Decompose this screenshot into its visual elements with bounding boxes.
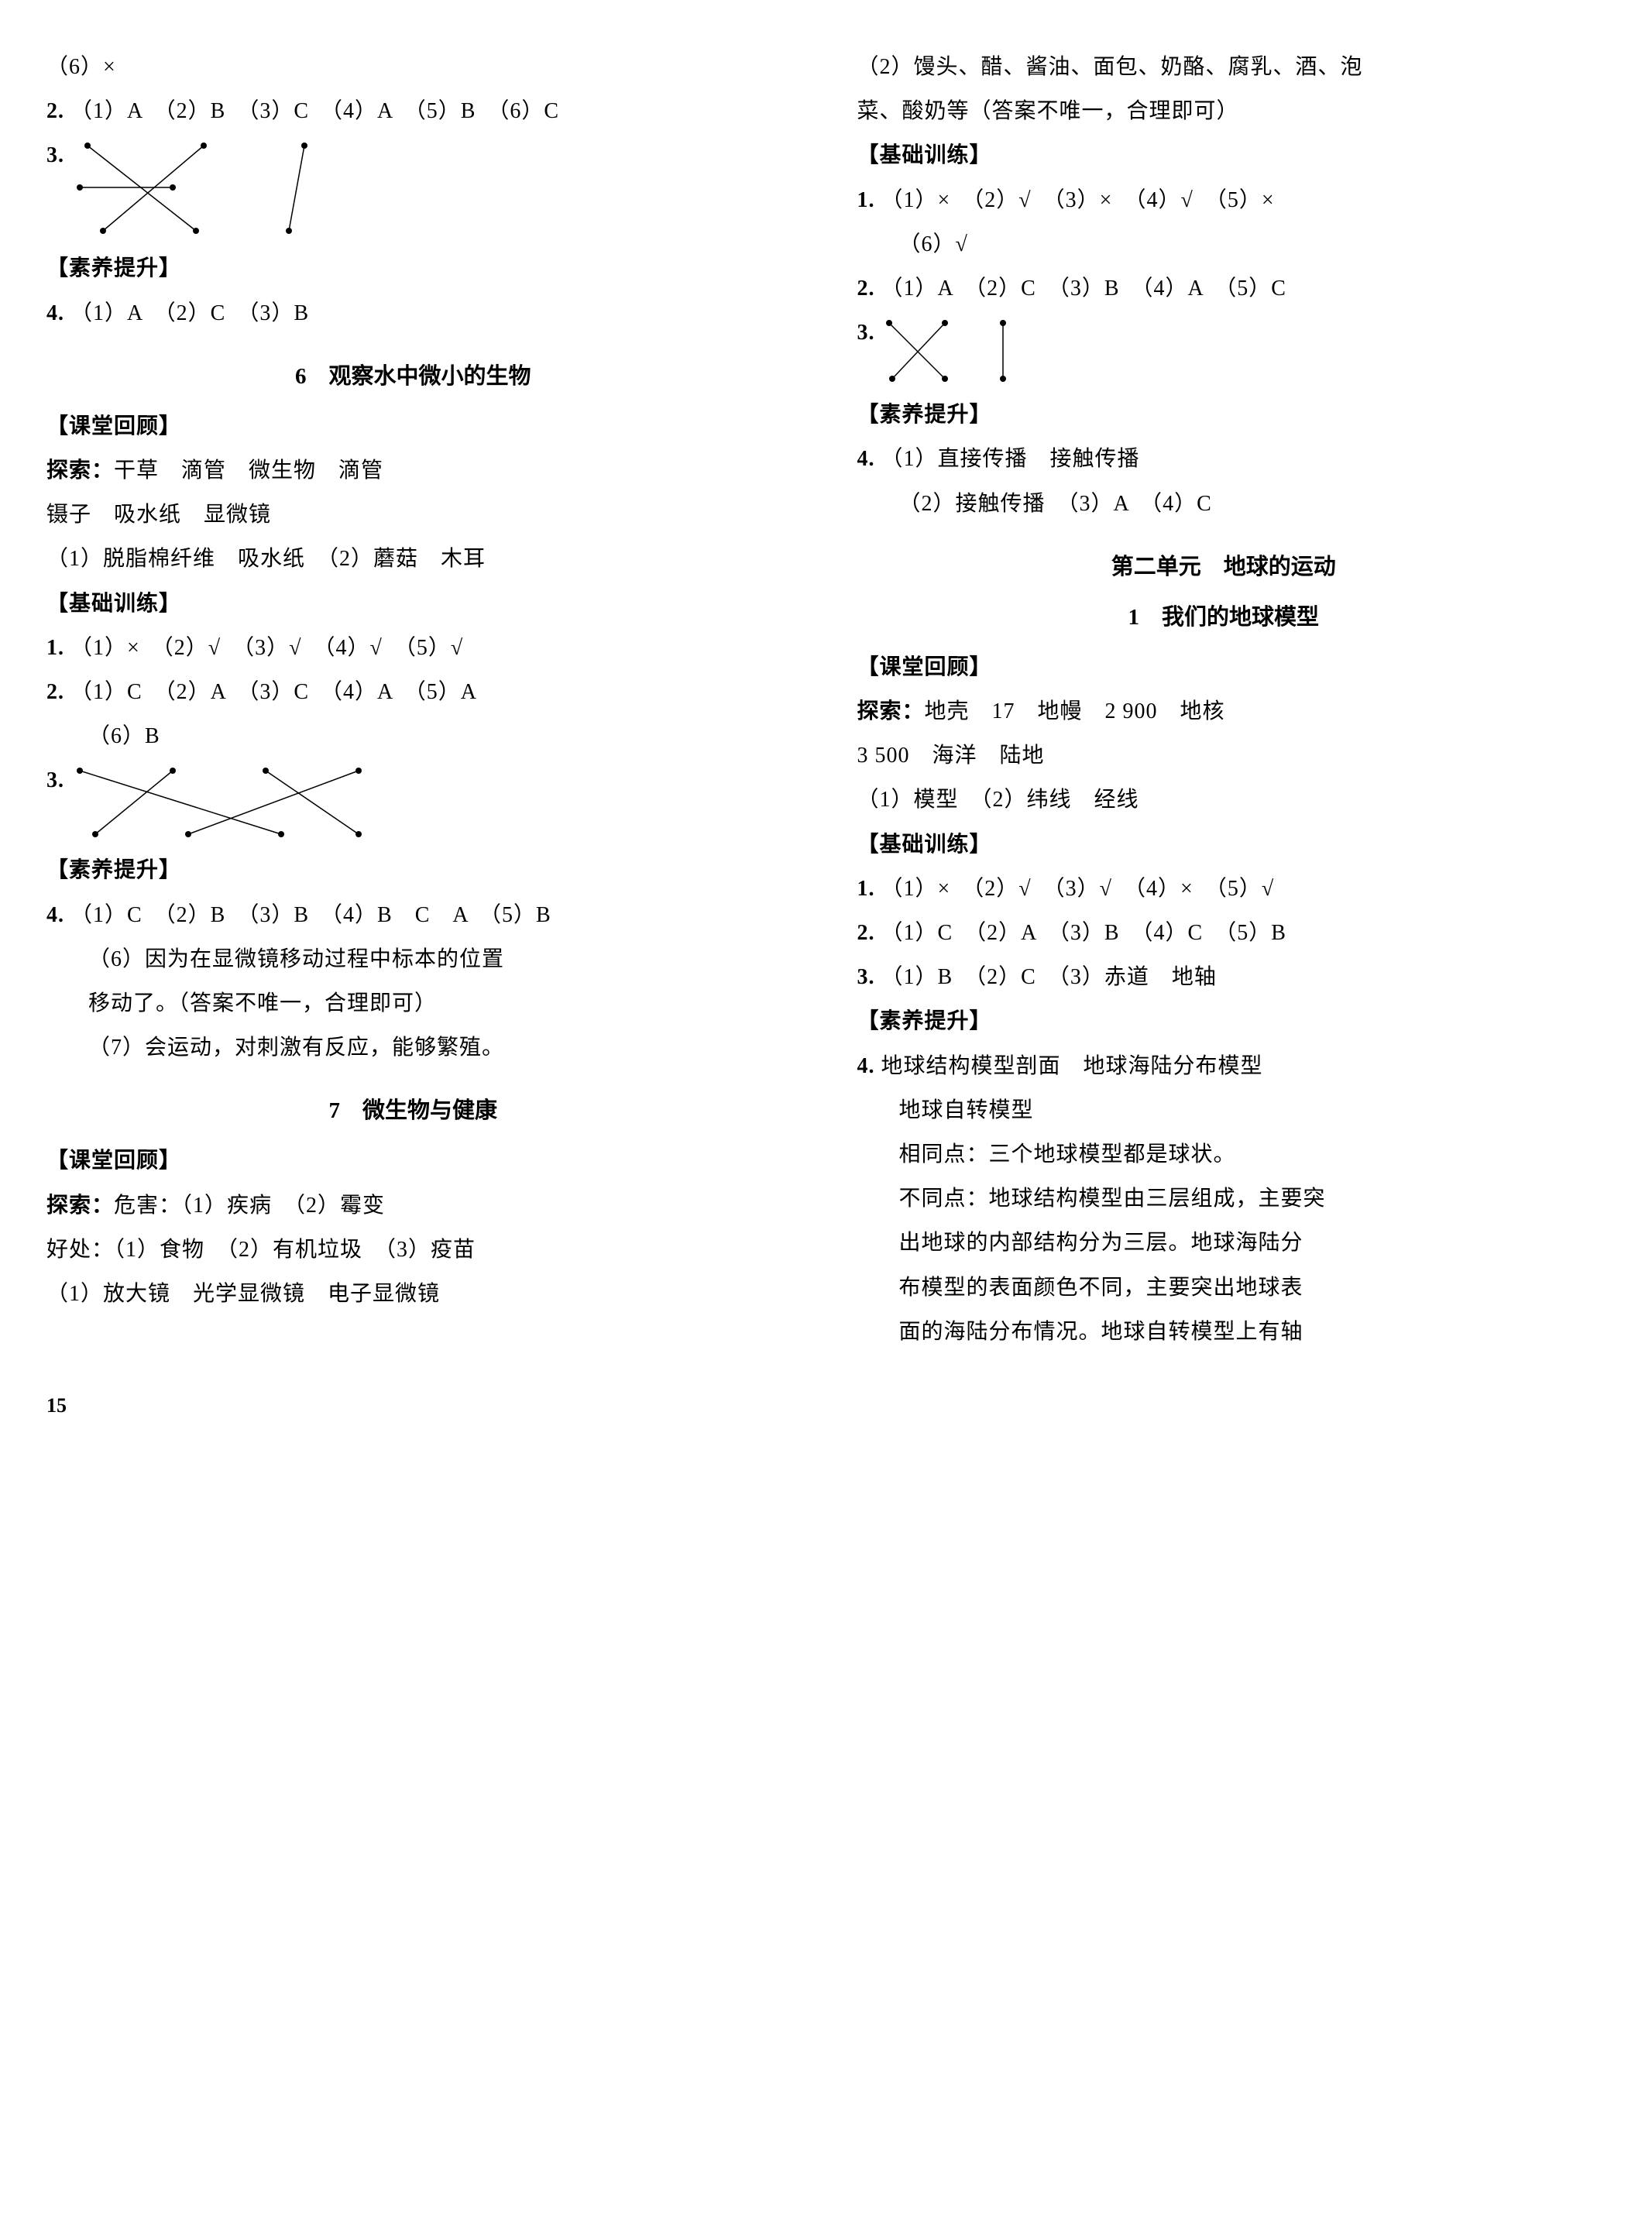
text-line: 2. （1）A （2）B （3）C （4）A （5）B （6）C <box>46 91 780 132</box>
answer-text: （1）A （2）C （3）B （4）A （5）C <box>881 277 1286 301</box>
label: 探索： <box>46 1194 114 1218</box>
text-line: 2. （1）A （2）C （3）B （4）A （5）C <box>857 268 1591 309</box>
text-line: 镊子 吸水纸 显微镜 <box>46 494 780 535</box>
label: 探索： <box>46 459 114 483</box>
answer-text: （1）B （2）C （3）赤道 地轴 <box>881 965 1217 989</box>
item-number: 3. <box>857 312 875 353</box>
text-line: 1. （1）× （2）√ （3）√ （4）√ （5）√ <box>46 627 780 668</box>
text-line: 好处：（1）食物 （2）有机垃圾 （3）疫苗 <box>46 1229 780 1270</box>
item-number: 2. <box>46 99 64 123</box>
page-content: （6）× 2. （1）A （2）B （3）C （4）A （5）B （6）C 3.… <box>46 46 1590 1355</box>
text-line: 4. （1）直接传播 接触传播 <box>857 438 1591 479</box>
section-heading: 【素养提升】 <box>857 1001 1591 1042</box>
item-number: 4. <box>46 903 64 927</box>
answer-text: 干草 滴管 微生物 滴管 <box>114 459 383 483</box>
text-line: 地球自转模型 <box>857 1090 1591 1131</box>
answer-text: （1）× （2）√ （3）× （4）√ （5）× <box>881 188 1275 212</box>
text-line: 2. （1）C （2）A （3）C （4）A （5）A <box>46 672 780 713</box>
text-line: （6）× <box>46 46 780 88</box>
text-line: 探索：干草 滴管 微生物 滴管 <box>46 450 780 491</box>
text-line: 1. （1）× （2）√ （3）√ （4）× （5）√ <box>857 868 1591 909</box>
item-number: 2. <box>857 921 875 945</box>
matching-diagram-1 <box>72 139 312 240</box>
text-line: 4. （1）A （2）C （3）B <box>46 293 780 334</box>
page-number: 15 <box>46 1386 1590 1424</box>
item-number: 3. <box>46 760 64 801</box>
text-line: 3. <box>46 135 780 245</box>
item-number: 1. <box>46 636 64 660</box>
label: 探索： <box>857 699 925 723</box>
answer-text: 地球结构模型剖面 地球海陆分布模型 <box>881 1054 1263 1078</box>
text-line: 3. <box>857 312 1591 391</box>
text-line: 2. （1）C （2）A （3）B （4）C （5）B <box>857 912 1591 953</box>
section-heading: 【基础训练】 <box>857 824 1591 865</box>
item-number: 2. <box>46 680 64 704</box>
section-heading: 【课堂回顾】 <box>46 406 780 447</box>
item-number: 4. <box>46 301 64 325</box>
page-number-value: 15 <box>46 1394 67 1417</box>
text-line: （1）模型 （2）纬线 经线 <box>857 779 1591 820</box>
section-heading: 【课堂回顾】 <box>46 1140 780 1181</box>
item-number: 4. <box>857 447 875 471</box>
text-line: 移动了。（答案不唯一，合理即可） <box>46 983 780 1024</box>
text-line: 探索：危害：（1）疾病 （2）霉变 <box>46 1185 780 1226</box>
text-line: 出地球的内部结构分为三层。地球海陆分 <box>857 1222 1591 1263</box>
item-number: 1. <box>857 877 875 901</box>
matching-diagram-3 <box>883 317 1015 387</box>
section-heading: 【课堂回顾】 <box>857 647 1591 688</box>
answer-text: （1）直接传播 接触传播 <box>881 447 1140 471</box>
item-number: 2. <box>857 277 875 301</box>
answer-text: （1）C （2）A （3）B （4）C （5）B <box>881 921 1286 945</box>
text-line: 4. 地球结构模型剖面 地球海陆分布模型 <box>857 1046 1591 1087</box>
answer-text: （1）× （2）√ （3）√ （4）× （5）√ <box>881 877 1275 901</box>
unit-title: 第二单元 地球的运动 <box>857 546 1591 589</box>
text-line: 面的海陆分布情况。地球自转模型上有轴 <box>857 1311 1591 1352</box>
text-line: 3. （1）B （2）C （3）赤道 地轴 <box>857 957 1591 998</box>
answer-text: 地壳 17 地幔 2 900 地核 <box>925 699 1225 723</box>
left-column: （6）× 2. （1）A （2）B （3）C （4）A （5）B （6）C 3.… <box>46 46 780 1355</box>
item-number: 1. <box>857 188 875 212</box>
section-heading: 【素养提升】 <box>857 394 1591 435</box>
answer-text: 危害：（1）疾病 （2）霉变 <box>114 1194 385 1218</box>
text-line: 4. （1）C （2）B （3）B （4）B C A （5）B <box>46 895 780 936</box>
matching-diagram-2 <box>72 764 366 842</box>
text-line: 不同点：地球结构模型由三层组成，主要突 <box>857 1178 1591 1219</box>
text-line: 1. （1）× （2）√ （3）× （4）√ （5）× <box>857 180 1591 221</box>
lesson-title: 7 微生物与健康 <box>46 1090 780 1132</box>
answer-text: （1）C （2）A （3）C （4）A （5）A <box>70 680 477 704</box>
section-heading: 【基础训练】 <box>857 135 1591 176</box>
text-line: 相同点：三个地球模型都是球状。 <box>857 1134 1591 1175</box>
lesson-title: 1 我们的地球模型 <box>857 596 1591 639</box>
item-number: 3. <box>46 135 64 176</box>
text-line: （2）馒头、醋、酱油、面包、奶酪、腐乳、酒、泡 <box>857 46 1591 88</box>
text-line: （2）接触传播 （3）A （4）C <box>857 483 1591 524</box>
answer-text: （1）A （2）B （3）C （4）A （5）B （6）C <box>70 99 559 123</box>
text-line: （6）B <box>46 716 780 757</box>
lesson-title: 6 观察水中微小的生物 <box>46 356 780 398</box>
item-number: 4. <box>857 1054 875 1078</box>
section-heading: 【基础训练】 <box>46 583 780 624</box>
text-line: （7）会运动，对刺激有反应，能够繁殖。 <box>46 1027 780 1068</box>
section-heading: 【素养提升】 <box>46 248 780 289</box>
text-line: （1）放大镜 光学显微镜 电子显微镜 <box>46 1273 780 1314</box>
answer-text: （1）× （2）√ （3）√ （4）√ （5）√ <box>70 636 463 660</box>
text-line: 菜、酸奶等（答案不唯一，合理即可） <box>857 91 1591 132</box>
text-line: 3 500 海洋 陆地 <box>857 735 1591 776</box>
text-line: （1）脱脂棉纤维 吸水纸 （2）蘑菇 木耳 <box>46 538 780 579</box>
answer-text: （1）C （2）B （3）B （4）B C A （5）B <box>70 903 551 927</box>
text-line: （6）√ <box>857 224 1591 265</box>
item-number: 3. <box>857 965 875 989</box>
right-column: （2）馒头、醋、酱油、面包、奶酪、腐乳、酒、泡 菜、酸奶等（答案不唯一，合理即可… <box>857 46 1591 1355</box>
text-line: 探索：地壳 17 地幔 2 900 地核 <box>857 691 1591 732</box>
text-line: 3. <box>46 760 780 847</box>
text-line: （6）因为在显微镜移动过程中标本的位置 <box>46 939 780 980</box>
answer-text: （1）A （2）C （3）B <box>70 301 309 325</box>
section-heading: 【素养提升】 <box>46 850 780 891</box>
text-line: 布模型的表面颜色不同，主要突出地球表 <box>857 1267 1591 1308</box>
